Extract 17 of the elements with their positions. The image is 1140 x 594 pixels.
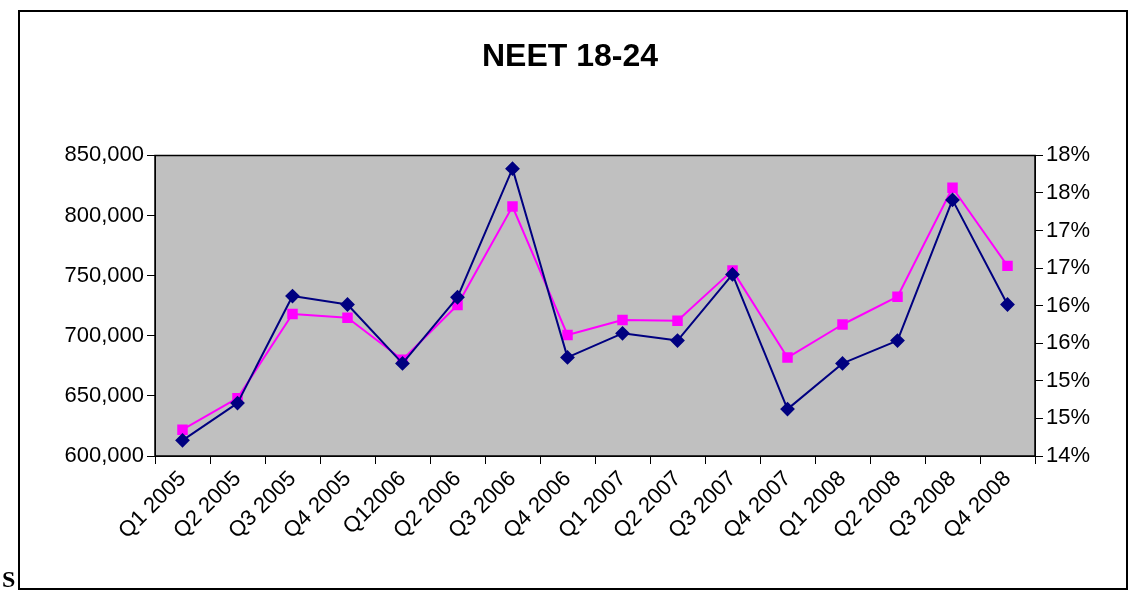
y-tick-label: 600,000 [64,442,144,468]
y2-tick-label: 15% [1046,366,1091,392]
y2-tick-label: 15% [1046,404,1091,430]
y2-tick-label: 18% [1046,141,1091,167]
y2-tick-label: 17% [1046,216,1091,242]
y2-tick-label: 17% [1046,254,1091,280]
y2-tick-label: 16% [1046,329,1091,355]
y-tick-label: 700,000 [64,321,144,347]
y2-tick-label: 14% [1046,442,1091,468]
y-tick-label: 850,000 [64,141,144,167]
chart-title: NEET 18-24 [481,37,659,74]
y-tick-label: 750,000 [64,261,144,287]
y2-tick-label: 16% [1046,291,1091,317]
y-tick-label: 650,000 [64,381,144,407]
y2-tick-label: 18% [1046,179,1091,205]
y-tick-label: 800,000 [64,201,144,227]
text: S [2,566,16,593]
